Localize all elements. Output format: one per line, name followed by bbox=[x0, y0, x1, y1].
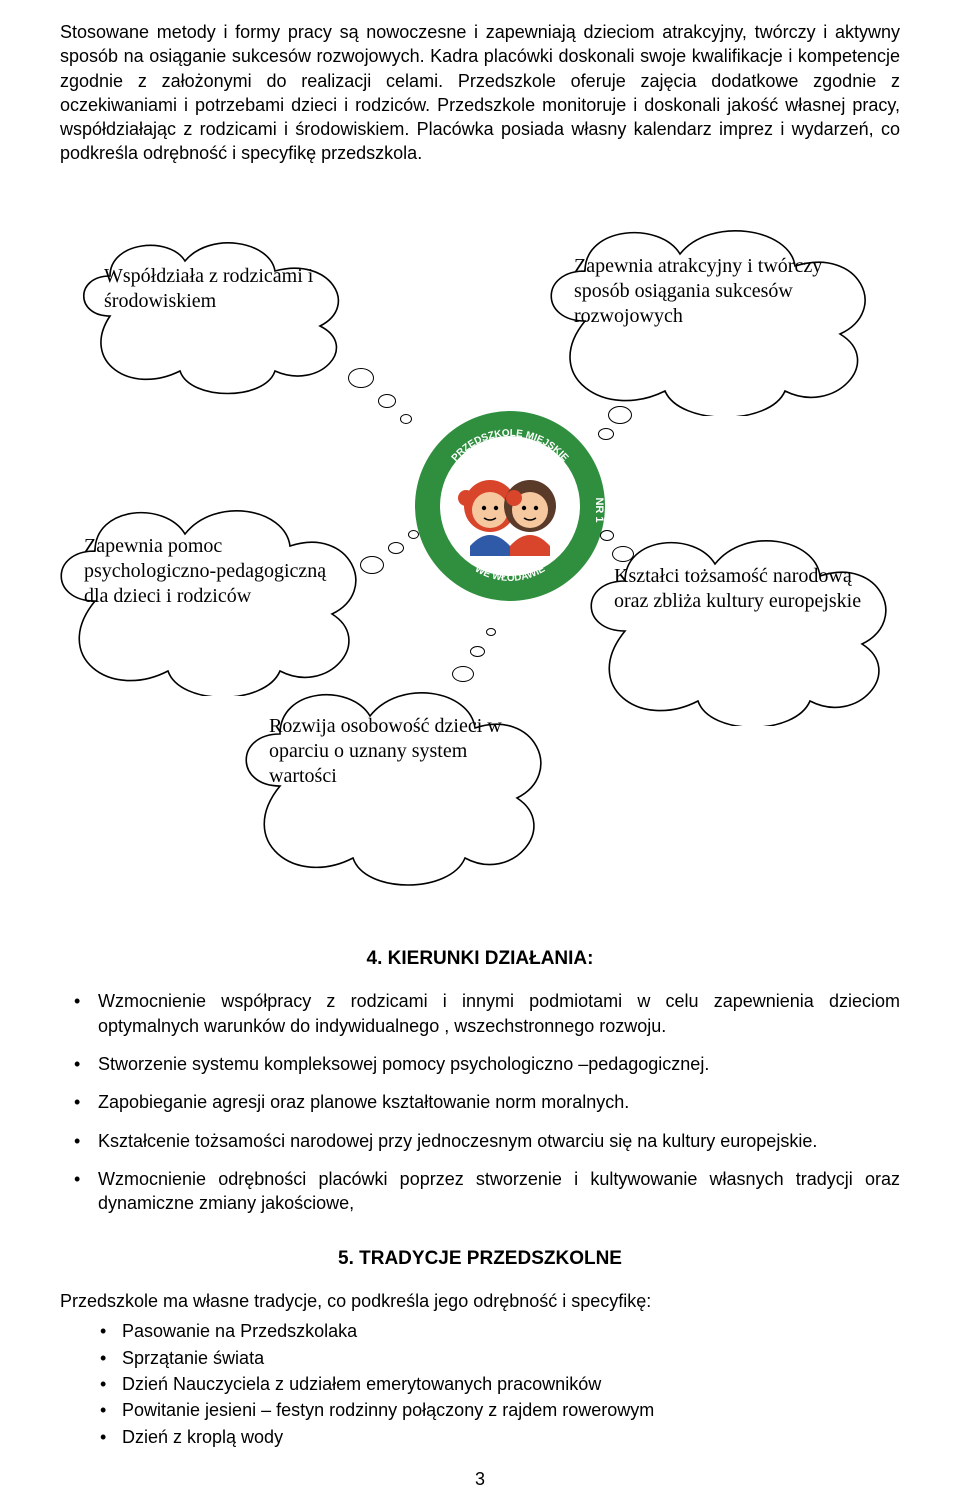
cloud-attractive: Zapewnia atrakcyjny i twórczy sposób osi… bbox=[540, 216, 880, 416]
logo-side-text: NR 1 bbox=[593, 497, 605, 522]
cloud-diagram: PRZEDSZKOLE MIEJSKIE WE WŁODAWIE NR 1 bbox=[60, 196, 900, 916]
cloud-psych-help: Zapewnia pomoc psychologiczno-pedagogicz… bbox=[50, 496, 370, 696]
cloud-text: Zapewnia atrakcyjny i twórczy sposób osi… bbox=[574, 255, 822, 327]
bubble-dot bbox=[598, 428, 614, 440]
bubble-dot bbox=[378, 394, 396, 408]
bubble-dot bbox=[388, 542, 404, 554]
list-item: Stworzenie systemu kompleksowej pomocy p… bbox=[60, 1052, 900, 1076]
bubble-dot bbox=[348, 368, 374, 388]
list-item: Wzmocnienie współpracy z rodzicami i inn… bbox=[60, 989, 900, 1038]
list-item: Zapobieganie agresji oraz planowe kształ… bbox=[60, 1090, 900, 1114]
cloud-text: Kształci tożsamość narodową oraz zbliża … bbox=[614, 565, 861, 612]
bubble-dot bbox=[608, 406, 632, 424]
list-item: Dzień z kroplą wody bbox=[60, 1425, 900, 1449]
page-number: 3 bbox=[60, 1467, 900, 1491]
bubble-dot bbox=[408, 530, 419, 539]
list-item: Sprzątanie świata bbox=[60, 1346, 900, 1370]
list-item: Pasowanie na Przedszkolaka bbox=[60, 1319, 900, 1343]
cloud-text: Zapewnia pomoc psychologiczno-pedagogicz… bbox=[84, 535, 326, 607]
cloud-text: Współdziała z rodzicami i środowiskiem bbox=[104, 265, 313, 312]
bubble-dot bbox=[486, 628, 496, 636]
section-4-title: 4. KIERUNKI DZIAŁANIA: bbox=[60, 946, 900, 972]
list-item: Powitanie jesieni – festyn rodzinny połą… bbox=[60, 1398, 900, 1422]
list-item: Wzmocnienie odrębności placówki poprzez … bbox=[60, 1167, 900, 1216]
bubble-dot bbox=[400, 414, 412, 424]
cloud-national-identity: Kształci tożsamość narodową oraz zbliża … bbox=[580, 526, 900, 726]
section-5-title: 5. TRADYCJE PRZEDSZKOLNE bbox=[60, 1246, 900, 1272]
list-item: Dzień Nauczyciela z udziałem emerytowany… bbox=[60, 1372, 900, 1396]
bubble-dot bbox=[470, 646, 485, 657]
cloud-personality: Rozwija osobowość dzieci w oparciu o uzn… bbox=[235, 676, 555, 886]
cloud-collaborates: Współdziała z rodzicami i środowiskiem bbox=[70, 226, 360, 396]
section-5-intro: Przedszkole ma własne tradycje, co podkr… bbox=[60, 1289, 900, 1313]
section-5-list: Pasowanie na Przedszkolaka Sprzątanie św… bbox=[60, 1319, 900, 1448]
intro-paragraph: Stosowane metody i formy pracy są nowocz… bbox=[60, 20, 900, 166]
cloud-text: Rozwija osobowość dzieci w oparciu o uzn… bbox=[269, 715, 502, 787]
section-4-list: Wzmocnienie współpracy z rodzicami i inn… bbox=[60, 989, 900, 1215]
list-item: Kształcenie tożsamości narodowej przy je… bbox=[60, 1129, 900, 1153]
